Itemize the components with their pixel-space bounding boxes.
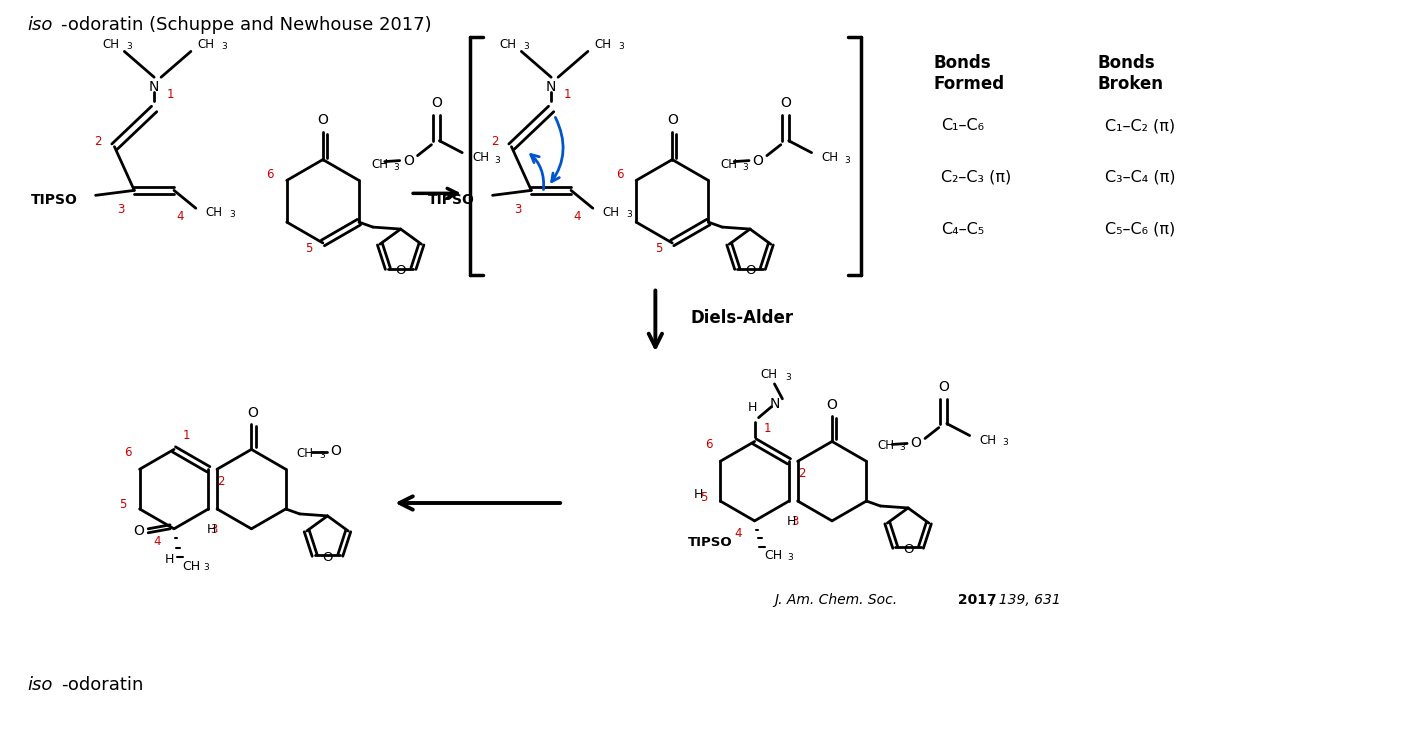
Text: -odoratin: -odoratin [61,676,144,694]
Text: CH: CH [603,206,620,219]
Text: Bonds
Formed: Bonds Formed [934,54,1004,93]
Text: -odoratin (Schuppe and Newhouse 2017): -odoratin (Schuppe and Newhouse 2017) [61,16,431,33]
Text: TIPSO: TIPSO [31,193,77,207]
Text: O: O [903,543,914,556]
Text: 4: 4 [734,527,742,540]
Text: 3: 3 [393,162,398,171]
Text: TIPSO: TIPSO [428,193,474,207]
Text: C₁–C₆: C₁–C₆ [941,119,984,134]
Text: 1: 1 [168,88,175,101]
Text: 3: 3 [221,42,227,51]
Text: O: O [403,154,414,168]
Text: 2: 2 [798,467,805,480]
Text: 2: 2 [217,475,225,488]
Text: H: H [694,487,704,501]
Text: iso: iso [27,676,52,694]
Text: 4: 4 [176,210,183,223]
Text: CH: CH [182,560,200,573]
Text: CH: CH [197,38,214,51]
Text: 2: 2 [94,135,101,148]
Text: CH: CH [877,439,894,452]
Text: N: N [769,397,780,411]
Text: H: H [165,553,173,565]
Text: 3: 3 [786,373,791,382]
Text: 1: 1 [763,421,772,435]
Text: 5: 5 [655,243,662,255]
Text: 3: 3 [230,210,235,219]
Text: CH: CH [721,158,738,171]
Text: 3: 3 [791,515,798,528]
Text: CH: CH [472,151,489,164]
Text: , 139, 631: , 139, 631 [990,594,1060,607]
Text: 3: 3 [627,210,632,219]
Text: O: O [431,96,442,110]
Text: 3: 3 [1002,439,1008,447]
Text: 3: 3 [494,156,500,165]
Text: H: H [787,515,797,528]
Text: 1: 1 [183,430,190,442]
Text: O: O [317,113,328,127]
Text: 3: 3 [742,162,748,171]
Text: iso: iso [27,16,52,33]
Text: C₃–C₄ (π): C₃–C₄ (π) [1105,170,1176,185]
Text: N: N [546,80,556,94]
Text: 3: 3 [618,42,624,51]
Text: O: O [780,96,791,110]
Text: 3: 3 [117,203,124,216]
Text: O: O [911,436,921,450]
Text: 6: 6 [266,168,275,181]
Text: CH: CH [821,151,839,164]
Text: CH: CH [498,38,515,51]
Text: 3: 3 [843,156,849,165]
Text: CH: CH [297,447,314,460]
Text: 5: 5 [306,243,313,255]
Text: O: O [826,398,838,412]
Text: TIPSO: TIPSO [689,536,732,549]
Text: 5: 5 [700,490,707,504]
Text: CH: CH [765,549,783,562]
Text: 6: 6 [615,168,624,181]
Text: 3: 3 [514,203,521,216]
Text: 3: 3 [320,451,325,460]
Text: C₁–C₂ (π): C₁–C₂ (π) [1105,119,1176,134]
Text: 4: 4 [153,535,161,548]
Text: O: O [132,524,144,538]
Text: O: O [396,264,406,278]
Text: 3: 3 [900,444,905,453]
Text: O: O [752,154,763,168]
Text: CH: CH [594,38,611,51]
Text: Bonds
Broken: Bonds Broken [1097,54,1163,93]
Text: Diels-Alder: Diels-Alder [690,309,793,327]
Text: C₅–C₆ (π): C₅–C₆ (π) [1105,222,1176,237]
Text: 3: 3 [204,563,210,573]
Text: N: N [149,80,159,94]
Text: O: O [322,551,332,564]
Text: 2: 2 [491,135,498,148]
Text: O: O [938,380,949,394]
Text: H: H [207,523,215,536]
Text: 3: 3 [210,523,218,536]
Text: H: H [748,401,758,414]
Text: 2017: 2017 [953,594,997,607]
Text: O: O [329,444,341,459]
Text: 1: 1 [565,88,572,101]
Text: 6: 6 [705,439,712,451]
Text: 4: 4 [573,210,580,223]
Text: O: O [745,264,755,278]
Text: CH: CH [101,38,120,51]
Text: 5: 5 [120,499,127,511]
Text: O: O [246,406,258,420]
Text: CH: CH [980,434,997,447]
Text: CH: CH [760,369,777,381]
Text: 6: 6 [124,447,132,459]
Text: 3: 3 [127,42,132,51]
Text: J. Am. Chem. Soc.: J. Am. Chem. Soc. [774,594,897,607]
Text: 3: 3 [524,42,529,51]
Text: O: O [667,113,677,127]
Text: 3: 3 [787,553,793,562]
Text: CH: CH [370,158,387,171]
Text: CH: CH [206,206,222,219]
Text: C₄–C₅: C₄–C₅ [941,222,984,237]
Text: C₂–C₃ (π): C₂–C₃ (π) [941,170,1011,185]
